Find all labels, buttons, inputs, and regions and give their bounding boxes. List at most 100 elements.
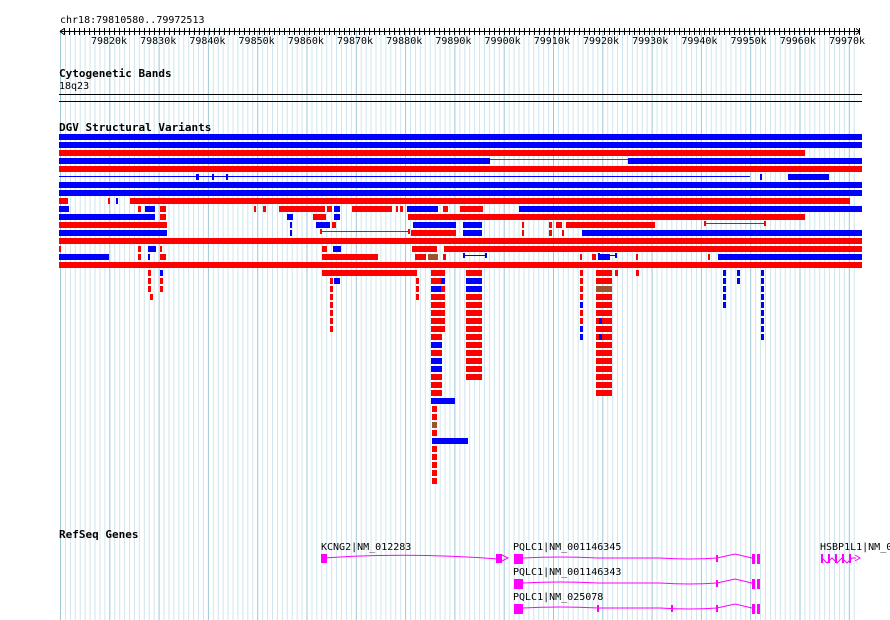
dgv-variant bbox=[400, 206, 403, 212]
dgv-variant bbox=[416, 294, 419, 300]
gene-label-pqlc1-a[interactable]: PQLC1|NM_001146345 bbox=[513, 542, 622, 553]
dgv-variant bbox=[330, 318, 333, 324]
dgv-variant bbox=[196, 174, 199, 180]
ruler-tick-label: 79960k bbox=[780, 36, 816, 47]
dgv-variant bbox=[580, 286, 583, 292]
ruler: 79820k 79830k 79840k 79850k 79860k 79870k 7988… bbox=[59, 28, 865, 47]
dgv-variant bbox=[596, 342, 612, 348]
dgv-variant bbox=[254, 206, 256, 212]
ruler-range: chr18:79810580..79972513 bbox=[60, 15, 205, 26]
dgv-variant bbox=[636, 262, 639, 268]
gene-label-pqlc1-c[interactable]: PQLC1|NM_025078 bbox=[513, 592, 604, 603]
dgv-variant bbox=[761, 270, 764, 276]
dgv-variant bbox=[59, 214, 155, 220]
dgv-variant bbox=[596, 270, 612, 276]
ruler-tick-label: 79970k bbox=[829, 36, 865, 47]
ruler-tick-label: 79860k bbox=[288, 36, 324, 47]
dgv-variant bbox=[148, 254, 150, 260]
ruler-tick-label: 79850k bbox=[239, 36, 275, 47]
dgv-variant bbox=[322, 254, 378, 260]
dgv-variant bbox=[596, 366, 612, 372]
dgv-variant bbox=[432, 478, 437, 484]
dgv-variant bbox=[599, 326, 602, 332]
dgv-variant bbox=[327, 206, 332, 212]
dgv-variant bbox=[761, 334, 764, 340]
ruler-tick-label: 79900k bbox=[485, 36, 521, 47]
gene-exon bbox=[716, 555, 718, 562]
dgv-variant bbox=[596, 310, 612, 316]
cyto-track-title: Cytogenetic Bands bbox=[59, 67, 172, 80]
dgv-variant bbox=[596, 350, 612, 356]
ruler-tick-label: 79820k bbox=[91, 36, 127, 47]
dgv-variant bbox=[59, 222, 167, 228]
dgv-variant bbox=[332, 222, 336, 228]
dgv-variant bbox=[160, 254, 166, 260]
gene-label-pqlc1-b[interactable]: PQLC1|NM_001146343 bbox=[513, 567, 622, 578]
gene-label-kcng2[interactable]: KCNG2|NM_012283 bbox=[321, 542, 412, 553]
dgv-variant bbox=[59, 158, 490, 164]
dgv-variant bbox=[441, 294, 445, 300]
dgv-variant bbox=[580, 254, 582, 260]
dgv-variant bbox=[479, 270, 482, 276]
dgv-variant bbox=[59, 246, 61, 252]
dgv-variant bbox=[596, 302, 612, 308]
gene-exon bbox=[514, 604, 523, 614]
dgv-variant bbox=[138, 206, 141, 212]
dgv-variant bbox=[148, 246, 156, 252]
dgv-variant bbox=[580, 334, 583, 340]
dgv-variant bbox=[596, 334, 612, 340]
gene-exon bbox=[835, 554, 837, 563]
dgv-variant bbox=[723, 286, 726, 292]
dgv-variant bbox=[59, 134, 862, 140]
dgv-variant bbox=[466, 326, 482, 332]
dgv-variant bbox=[431, 342, 442, 348]
gene-exon bbox=[514, 554, 523, 564]
dgv-variant bbox=[549, 222, 552, 228]
dgv-variant bbox=[59, 166, 862, 172]
dgv-variant bbox=[566, 222, 655, 228]
gene-strand-arrow bbox=[854, 554, 861, 562]
gene-exon bbox=[496, 554, 502, 563]
gene-intron-line bbox=[522, 578, 753, 585]
dgv-variant bbox=[226, 174, 228, 180]
dgv-variant bbox=[466, 350, 482, 356]
dgv-variant bbox=[413, 222, 456, 228]
dgv-variant bbox=[263, 206, 266, 212]
dgv-variant bbox=[322, 246, 327, 252]
dgv-track-title: DGV Structural Variants bbox=[59, 121, 212, 134]
dgv-variant bbox=[59, 230, 167, 236]
dgv-variant bbox=[148, 270, 151, 276]
dgv-variant bbox=[466, 334, 482, 340]
dgv-variant bbox=[408, 214, 805, 220]
refseq-track-title: RefSeq Genes bbox=[59, 528, 139, 541]
dgv-variant bbox=[330, 278, 333, 284]
gene-exon bbox=[849, 554, 851, 563]
dgv-variant bbox=[431, 390, 442, 396]
gene-intron-line bbox=[522, 553, 753, 560]
dgv-variant bbox=[761, 294, 764, 300]
dgv-variant bbox=[416, 286, 419, 292]
dgv-variant bbox=[596, 382, 612, 388]
gene-exon bbox=[321, 554, 327, 563]
dgv-variant bbox=[432, 470, 437, 476]
dgv-variant bbox=[432, 454, 437, 460]
dgv-variant bbox=[737, 278, 740, 284]
dgv-variant bbox=[708, 254, 710, 260]
dgv-variant bbox=[466, 302, 482, 308]
dgv-variant bbox=[59, 262, 862, 268]
dgv-variant bbox=[59, 150, 805, 156]
dgv-variant bbox=[334, 278, 340, 284]
gene-label-hsbp1l1[interactable]: HSBP1L1|NM_0 bbox=[820, 542, 890, 553]
dgv-variant bbox=[432, 446, 437, 452]
dgv-variant bbox=[411, 230, 456, 236]
dgv-variant bbox=[316, 222, 330, 228]
dgv-variant bbox=[582, 230, 862, 236]
dgv-variant bbox=[580, 302, 583, 308]
gene-exon bbox=[821, 554, 823, 563]
gene-intron-line bbox=[323, 554, 499, 560]
ruler-tick-label: 79870k bbox=[337, 36, 373, 47]
dgv-variant bbox=[596, 374, 612, 380]
dgv-variant bbox=[330, 286, 333, 292]
